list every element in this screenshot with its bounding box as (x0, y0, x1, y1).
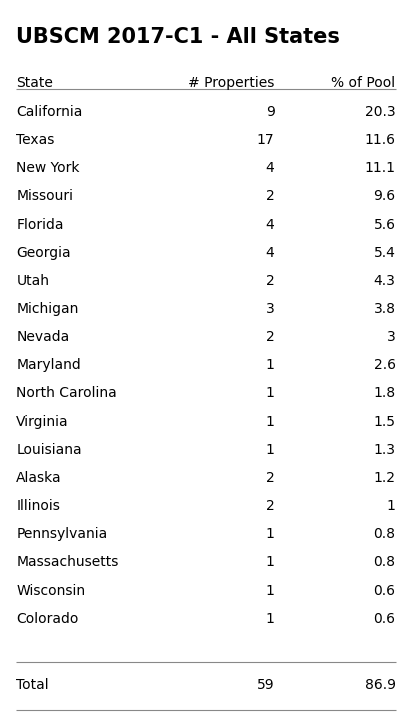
Text: Illinois: Illinois (16, 499, 60, 513)
Text: Missouri: Missouri (16, 190, 73, 204)
Text: 11.6: 11.6 (365, 133, 396, 147)
Text: 1: 1 (266, 584, 275, 598)
Text: State: State (16, 76, 53, 90)
Text: Maryland: Maryland (16, 358, 81, 372)
Text: 11.1: 11.1 (365, 161, 396, 175)
Text: 3: 3 (387, 330, 396, 344)
Text: 1: 1 (266, 443, 275, 457)
Text: 17: 17 (257, 133, 275, 147)
Text: 0.6: 0.6 (373, 584, 396, 598)
Text: 3: 3 (266, 302, 275, 316)
Text: Georgia: Georgia (16, 246, 71, 260)
Text: Louisiana: Louisiana (16, 443, 82, 457)
Text: 0.6: 0.6 (373, 611, 396, 626)
Text: 1: 1 (266, 527, 275, 541)
Text: Utah: Utah (16, 274, 49, 288)
Text: 3.8: 3.8 (373, 302, 396, 316)
Text: Massachusetts: Massachusetts (16, 555, 118, 569)
Text: 9.6: 9.6 (373, 190, 396, 204)
Text: Pennsylvania: Pennsylvania (16, 527, 108, 541)
Text: # Properties: # Properties (188, 76, 275, 90)
Text: Wisconsin: Wisconsin (16, 584, 85, 598)
Text: 1.3: 1.3 (373, 443, 396, 457)
Text: Florida: Florida (16, 217, 64, 232)
Text: Alaska: Alaska (16, 471, 62, 485)
Text: North Carolina: North Carolina (16, 387, 117, 401)
Text: 86.9: 86.9 (365, 678, 396, 692)
Text: 1: 1 (266, 555, 275, 569)
Text: 0.8: 0.8 (373, 555, 396, 569)
Text: 9: 9 (266, 105, 275, 119)
Text: New York: New York (16, 161, 80, 175)
Text: Michigan: Michigan (16, 302, 79, 316)
Text: 5.4: 5.4 (374, 246, 396, 260)
Text: 5.6: 5.6 (373, 217, 396, 232)
Text: 1: 1 (266, 387, 275, 401)
Text: 4.3: 4.3 (374, 274, 396, 288)
Text: 0.8: 0.8 (373, 527, 396, 541)
Text: 1: 1 (387, 499, 396, 513)
Text: Virginia: Virginia (16, 414, 69, 429)
Text: 4: 4 (266, 246, 275, 260)
Text: 2: 2 (266, 190, 275, 204)
Text: 59: 59 (257, 678, 275, 692)
Text: 2: 2 (266, 274, 275, 288)
Text: 2.6: 2.6 (373, 358, 396, 372)
Text: 4: 4 (266, 161, 275, 175)
Text: 20.3: 20.3 (365, 105, 396, 119)
Text: Colorado: Colorado (16, 611, 79, 626)
Text: California: California (16, 105, 83, 119)
Text: 1.2: 1.2 (373, 471, 396, 485)
Text: 1.5: 1.5 (373, 414, 396, 429)
Text: Total: Total (16, 678, 49, 692)
Text: 2: 2 (266, 471, 275, 485)
Text: 4: 4 (266, 217, 275, 232)
Text: 2: 2 (266, 330, 275, 344)
Text: 1: 1 (266, 414, 275, 429)
Text: % of Pool: % of Pool (331, 76, 396, 90)
Text: 1.8: 1.8 (373, 387, 396, 401)
Text: 1: 1 (266, 358, 275, 372)
Text: Nevada: Nevada (16, 330, 70, 344)
Text: 1: 1 (266, 611, 275, 626)
Text: UBSCM 2017-C1 - All States: UBSCM 2017-C1 - All States (16, 27, 340, 47)
Text: Texas: Texas (16, 133, 55, 147)
Text: 2: 2 (266, 499, 275, 513)
